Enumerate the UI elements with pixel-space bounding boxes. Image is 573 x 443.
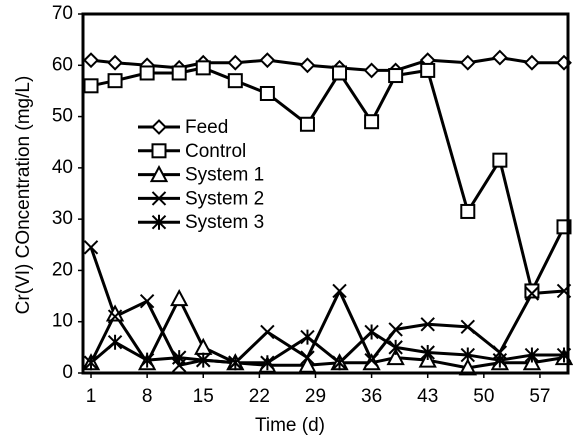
legend-label: System 3 (185, 212, 264, 233)
marker (492, 352, 508, 368)
marker (364, 114, 380, 130)
marker (364, 324, 379, 340)
marker (170, 289, 189, 307)
marker (460, 319, 476, 335)
y-tick-label: 20 (52, 259, 73, 280)
series-line (90, 56, 564, 72)
legend-label: Control (185, 141, 246, 162)
marker (332, 283, 347, 299)
legend-label: Feed (185, 117, 228, 138)
y-tick-label: 0 (62, 362, 73, 383)
marker (83, 52, 99, 69)
y-tick-label: 30 (52, 208, 73, 229)
marker (171, 65, 187, 81)
marker (107, 309, 123, 324)
x-tick-label: 29 (305, 386, 326, 407)
x-axis-label: Time (d) (255, 415, 325, 436)
marker (139, 352, 155, 368)
x-tick-label: 50 (473, 386, 494, 407)
marker (228, 355, 243, 371)
marker (194, 337, 213, 355)
marker (388, 322, 403, 337)
marker (139, 65, 155, 81)
marker (260, 355, 275, 371)
series-line (89, 246, 565, 367)
marker (420, 317, 435, 332)
marker (460, 347, 476, 363)
marker (259, 85, 275, 101)
series-line (90, 66, 566, 293)
x-tick-label: 36 (361, 386, 382, 407)
marker (420, 344, 435, 360)
marker (524, 54, 540, 71)
legend-marker (151, 214, 167, 230)
marker (459, 54, 476, 71)
marker (299, 57, 316, 74)
x-tick-label: 8 (142, 386, 153, 407)
legend-label: System 2 (185, 188, 264, 209)
plot-frame (81, 12, 570, 375)
marker (171, 350, 187, 366)
legend-marker (151, 191, 167, 206)
marker (420, 62, 436, 78)
marker (388, 68, 404, 84)
marker (386, 347, 405, 366)
marker (196, 352, 211, 368)
legend-marker (151, 143, 167, 159)
x-tick-label: 1 (86, 386, 97, 407)
marker (227, 54, 244, 71)
y-tick-label: 50 (52, 106, 73, 127)
y-tick-label: 10 (52, 311, 73, 332)
marker (460, 203, 476, 219)
x-tick-label: 57 (529, 386, 550, 407)
marker (227, 73, 243, 89)
marker (195, 60, 211, 76)
marker (83, 240, 99, 255)
x-tick-label: 22 (249, 386, 270, 407)
marker (524, 347, 540, 363)
marker (139, 293, 155, 309)
marker (388, 339, 403, 355)
legend-marker (151, 119, 167, 135)
y-tick-label: 70 (52, 3, 73, 24)
x-tick-label: 15 (193, 386, 214, 407)
marker (491, 49, 508, 66)
marker (107, 334, 123, 350)
marker (332, 355, 347, 371)
y-tick-label: 40 (52, 157, 73, 178)
legend-label: System 1 (185, 165, 264, 186)
marker (300, 350, 315, 365)
marker (107, 73, 123, 89)
marker (107, 54, 123, 71)
marker (492, 152, 508, 168)
marker (259, 52, 276, 69)
legend-marker (149, 164, 169, 183)
marker (332, 65, 348, 81)
marker (260, 324, 275, 340)
marker (362, 353, 381, 371)
x-tick-label: 43 (417, 386, 438, 407)
marker (524, 283, 540, 299)
marker (363, 62, 380, 79)
marker (300, 329, 315, 345)
marker (83, 355, 99, 371)
marker (364, 352, 379, 368)
y-tick-label: 60 (52, 54, 73, 75)
series-line (90, 330, 564, 365)
marker (524, 286, 540, 301)
marker (83, 78, 99, 94)
y-axis-label: Cr(VI) COncentration (mg/L) (13, 76, 34, 315)
marker (299, 116, 315, 132)
